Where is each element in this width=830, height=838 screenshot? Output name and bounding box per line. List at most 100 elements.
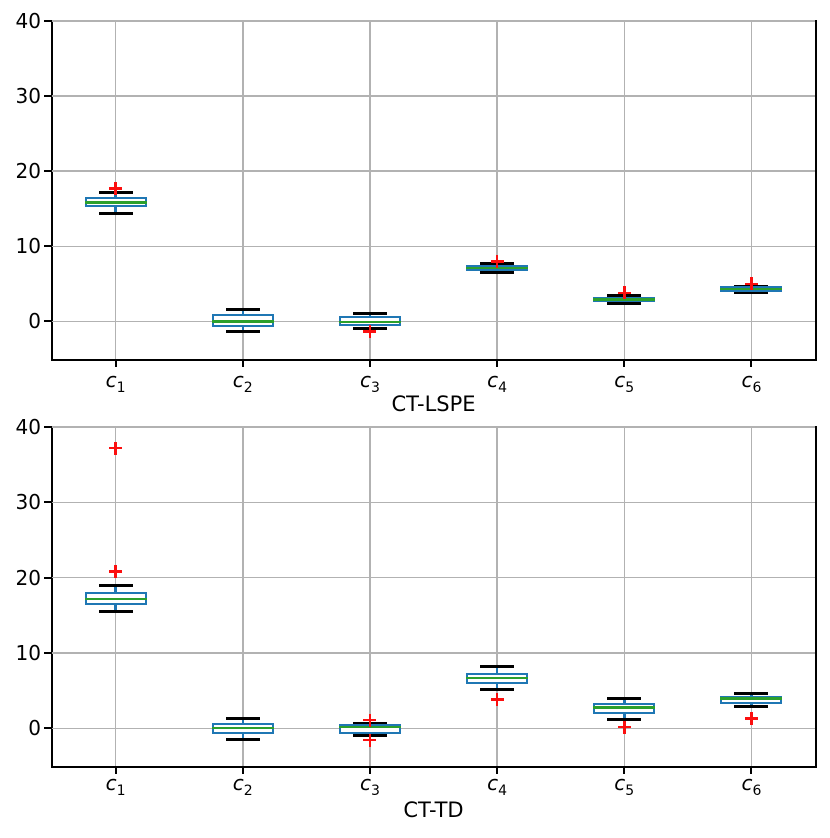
gridline-vertical: [369, 21, 371, 359]
whisker-cap-lower: [734, 291, 769, 295]
whisker-cap-lower: [98, 211, 133, 215]
x-tick-label: c3: [359, 771, 380, 799]
x-tick-mark: [114, 766, 117, 774]
outlier-marker: [622, 720, 626, 734]
y-tick-label: 30: [15, 490, 41, 515]
y-tick-mark: [44, 576, 52, 579]
x-tick-label: c5: [614, 368, 635, 396]
gridline-vertical: [750, 21, 753, 359]
median-line: [84, 201, 147, 204]
gridline-vertical: [623, 427, 625, 766]
outlier-marker: [750, 712, 753, 726]
gridline-vertical: [623, 21, 625, 359]
whisker-cap-upper: [734, 691, 769, 695]
whisker-upper: [114, 585, 117, 594]
y-tick-label: 30: [15, 84, 41, 109]
whisker-upper: [495, 666, 499, 675]
y-tick-label: 40: [15, 9, 41, 33]
median-line: [466, 676, 529, 680]
y-tick-mark: [44, 652, 52, 654]
whisker-upper: [241, 718, 244, 725]
x-tick-label: c3: [359, 368, 380, 396]
whisker-cap-upper: [225, 307, 260, 311]
median-line: [84, 597, 147, 601]
whisker-cap-upper: [352, 311, 387, 315]
gridline-vertical: [242, 427, 244, 766]
x-tick-label: c5: [614, 771, 635, 799]
y-tick-mark: [44, 501, 52, 504]
whisker-upper: [750, 693, 753, 698]
median-line: [211, 726, 274, 730]
x-tick-mark: [750, 359, 753, 367]
x-tick-mark: [241, 359, 244, 367]
whisker-cap-upper: [607, 696, 642, 700]
y-tick-mark: [44, 20, 52, 22]
whisker-cap-lower: [607, 717, 642, 721]
whisker-lower: [750, 702, 753, 707]
y-tick-mark: [44, 320, 52, 323]
whisker-upper: [114, 192, 117, 198]
gridline-horizontal: [52, 501, 815, 504]
x-tick-mark: [623, 359, 626, 367]
outlier-marker: [114, 565, 117, 579]
x-tick-label: c4: [487, 771, 508, 799]
gridline-vertical: [242, 21, 244, 359]
outlier-marker: [368, 713, 372, 727]
whisker-cap-upper: [98, 584, 133, 588]
whisker-cap-lower: [98, 610, 133, 614]
whisker-lower: [623, 712, 626, 720]
gridline-vertical: [496, 427, 498, 766]
x-tick-label: c2: [232, 771, 253, 799]
whisker-lower: [114, 604, 117, 612]
whisker-cap-lower: [734, 704, 769, 708]
whisker-cap-lower: [607, 301, 642, 305]
whisker-upper: [241, 309, 244, 316]
gridline-horizontal: [52, 576, 815, 579]
x-tick-mark: [496, 359, 499, 367]
y-tick-mark: [44, 245, 52, 248]
y-tick-label: 10: [15, 234, 41, 259]
gridline-horizontal: [52, 320, 815, 323]
y-tick-mark: [44, 95, 52, 98]
whisker-lower: [241, 325, 244, 332]
y-tick-mark: [44, 170, 52, 173]
y-tick-mark: [44, 426, 52, 428]
outlier-marker: [495, 255, 499, 269]
y-tick-label: 40: [15, 415, 41, 439]
outlier-marker: [495, 693, 499, 707]
x-tick-label: c2: [232, 368, 253, 396]
gridline-horizontal: [52, 20, 815, 22]
whisker-lower: [495, 683, 499, 690]
median-line: [211, 320, 274, 323]
gridline-vertical: [496, 21, 498, 359]
x-tick-label: c1: [105, 368, 126, 396]
x-axis-label-ct-td: CT-TD: [403, 798, 464, 822]
whisker-cap-lower: [480, 271, 515, 275]
gridline-horizontal: [52, 426, 815, 428]
x-tick-label: c1: [105, 771, 126, 799]
x-tick-mark: [368, 766, 371, 774]
median-line: [720, 697, 783, 700]
x-tick-mark: [623, 766, 626, 774]
x-tick-label: c4: [487, 368, 508, 396]
outlier-marker: [114, 181, 117, 195]
y-tick-mark: [44, 727, 52, 730]
whisker-cap-lower: [225, 329, 260, 333]
x-tick-label: c6: [741, 771, 762, 799]
whisker-upper: [368, 313, 372, 318]
y-tick-label: 10: [15, 641, 41, 665]
whisker-lower: [241, 733, 244, 740]
gridline-vertical: [750, 427, 753, 766]
gridline-horizontal: [52, 95, 815, 97]
outlier-marker: [114, 441, 117, 455]
median-line: [338, 725, 401, 729]
boxplot-ct-td: [51, 426, 817, 768]
y-tick-label: 0: [28, 309, 41, 334]
x-tick-mark: [114, 359, 117, 367]
whisker-cap-lower: [480, 687, 515, 691]
whisker-cap-upper: [480, 665, 515, 669]
outlier-marker: [750, 277, 753, 291]
x-axis-label-ct-lspe: CT-LSPE: [391, 392, 476, 416]
boxplot-ct-lspe: [51, 20, 817, 361]
